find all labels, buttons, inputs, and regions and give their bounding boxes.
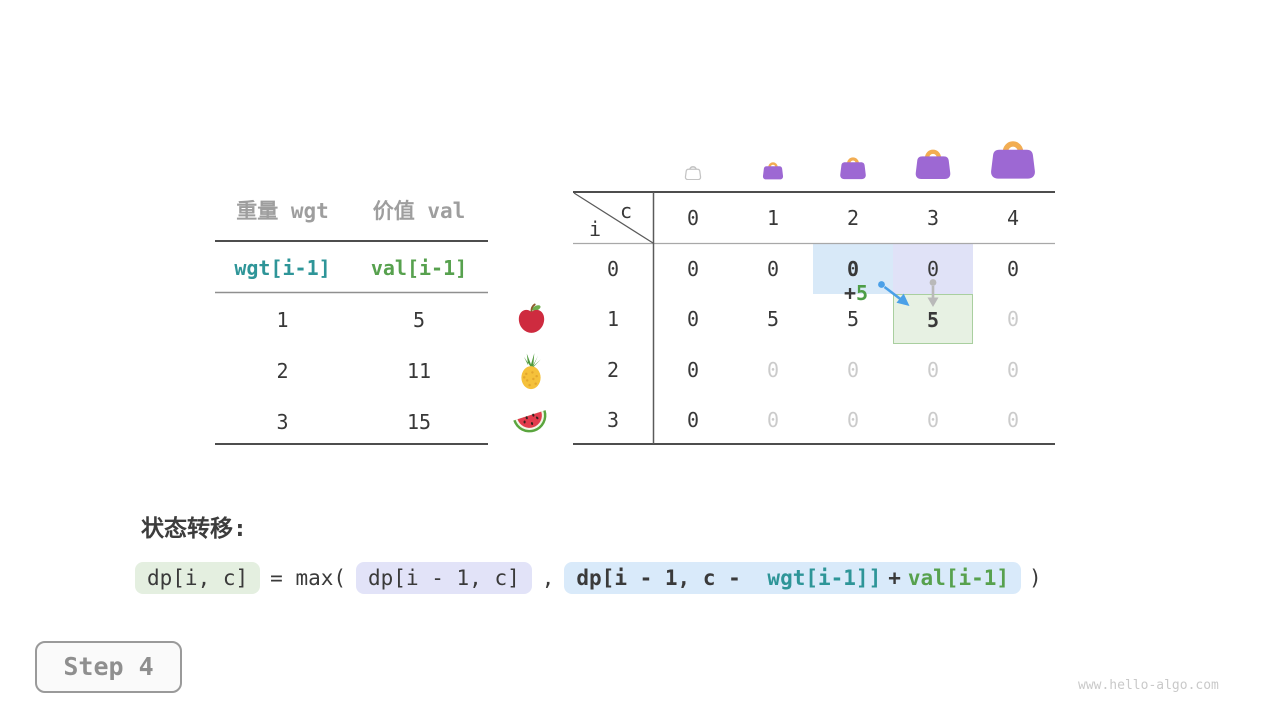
formula-closing-paren: ) [1029, 566, 1042, 590]
transition-value-label: +5 [844, 283, 868, 303]
plus-sign: + [844, 281, 857, 305]
dp-row-header-1: 1 [606, 307, 620, 331]
state-transition-label: 状态转移: [141, 516, 247, 542]
item-table-header-value: 价值 val [372, 199, 466, 223]
item-table-header-weight: 重量 wgt [236, 199, 329, 223]
dp-cell-3-4: 0 [1006, 408, 1020, 432]
item-table-index-wgt: wgt[i-1] [234, 256, 331, 280]
dp-cell-3-0: 0 [686, 408, 700, 432]
dp-corner-row-var: i [589, 217, 602, 241]
dp-row-header-2: 2 [606, 358, 620, 382]
take-prefix: dp[i - 1, c - [576, 566, 741, 590]
dp-row-header-3: 3 [606, 408, 620, 432]
dp-cell-2-0: 0 [686, 358, 700, 382]
dp-cell-0-3-source-highlight: 0 [893, 244, 973, 294]
dp-col-header-1: 1 [766, 206, 780, 230]
dp-cell-1-2: 5 [846, 307, 860, 331]
take-plus: + [888, 566, 901, 590]
formula-operator: = max( [270, 566, 347, 590]
take-wgt-term: wgt[i-1]] [767, 566, 882, 590]
dp-cell-3-1: 0 [766, 408, 780, 432]
step-button[interactable]: Step 4 [35, 641, 182, 693]
item-row-2-value: 11 [406, 359, 432, 383]
dp-cell-2-1: 0 [766, 358, 780, 382]
bag-size-1-icon [762, 159, 784, 180]
dp-cell-3-2: 0 [846, 408, 860, 432]
formula-separator: , [541, 566, 555, 590]
watermark: www.hello-algo.com [1078, 678, 1219, 693]
formula-option-take: dp[i - 1, c - wgt[i-1]] + val[i-1] [564, 562, 1022, 594]
empty-bag-icon [684, 163, 702, 180]
dp-cell-1-4: 0 [1006, 307, 1020, 331]
dp-col-header-2: 2 [846, 206, 860, 230]
dp-cell-1-0: 0 [686, 307, 700, 331]
item-row-2-weight: 2 [276, 359, 289, 383]
dp-row-header-0: 0 [606, 257, 620, 281]
dp-cell-1-3-target-highlight: 5 [893, 294, 973, 344]
dp-col-header-0: 0 [686, 206, 700, 230]
state-transition-formula: dp[i, c] = max( dp[i - 1, c] , dp[i - 1,… [135, 562, 1042, 594]
take-val-term: val[i-1] [907, 566, 1010, 590]
bag-size-2-icon [839, 153, 867, 180]
dp-cell-2-4: 0 [1006, 358, 1020, 382]
watermelon-icon [508, 404, 552, 438]
formula-lhs: dp[i, c] [135, 562, 261, 594]
formula-option-keep: dp[i - 1, c] [356, 562, 532, 594]
item-row-1-weight: 1 [276, 308, 289, 332]
bag-size-3-icon [914, 144, 952, 180]
dp-cell-2-3: 0 [926, 358, 940, 382]
dp-col-header-4: 4 [1006, 206, 1020, 230]
dp-cell-1-1: 5 [766, 307, 780, 331]
item-table-index-val: val[i-1] [370, 256, 468, 280]
item-row-3-weight: 3 [276, 410, 289, 434]
dp-cell-3-3: 0 [926, 408, 940, 432]
item-row-3-value: 15 [406, 410, 432, 434]
dp-cell-0-1: 0 [766, 257, 780, 281]
dp-corner-col-var: c [620, 199, 633, 223]
added-value: 5 [856, 281, 869, 305]
pineapple-icon [515, 351, 547, 391]
item-row-1-value: 5 [412, 308, 426, 332]
dp-corner-diagonal [573, 192, 654, 244]
dp-cell-2-2: 0 [846, 358, 860, 382]
dp-cell-0-4: 0 [1006, 257, 1020, 281]
dp-col-header-3: 3 [926, 206, 940, 230]
bag-size-4-icon [989, 134, 1037, 180]
dp-cell-0-0: 0 [686, 257, 700, 281]
apple-icon [517, 303, 546, 334]
